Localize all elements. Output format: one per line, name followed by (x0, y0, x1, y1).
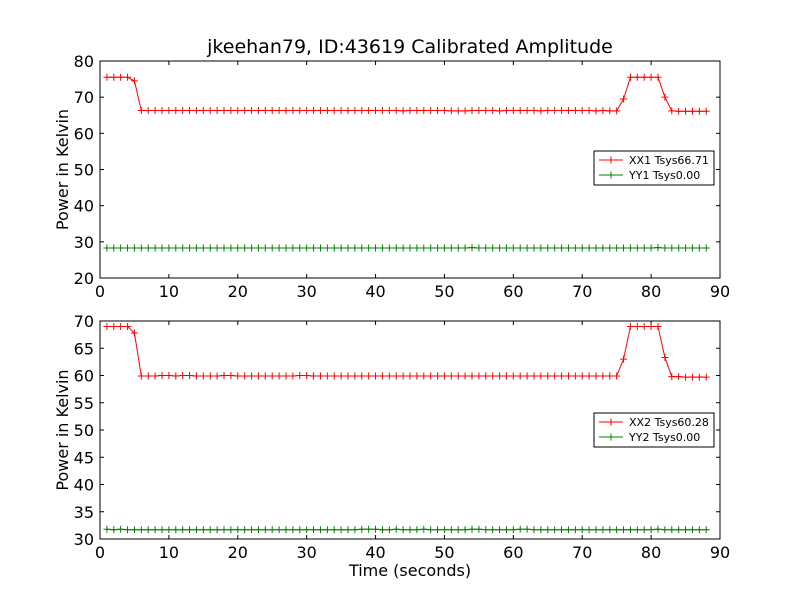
x-tick-label: 20 (228, 282, 248, 301)
x-tick-label: 10 (159, 543, 179, 562)
x-tick-label: 50 (434, 543, 454, 562)
x-tick-label: 0 (95, 282, 105, 301)
y-tick-label: 35 (74, 503, 94, 522)
y-tick-label: 65 (74, 339, 94, 358)
y-axis-label: Power in Kelvin (53, 109, 72, 230)
y-tick-label: 45 (74, 448, 94, 467)
x-tick-label: 70 (572, 282, 592, 301)
y-tick-label: 60 (74, 124, 94, 143)
legend-label: YY2 Tsys0.00 (628, 431, 700, 444)
y-tick-label: 70 (74, 312, 94, 331)
y-tick-label: 30 (74, 530, 94, 549)
y-tick-label: 55 (74, 394, 94, 413)
y-tick-label: 30 (74, 233, 94, 252)
y-tick-label: 70 (74, 88, 94, 107)
x-tick-label: 90 (710, 282, 730, 301)
legend: XX1 Tsys66.71 YY1 Tsys0.00 (594, 151, 714, 185)
y-tick-label: 40 (74, 197, 94, 216)
chart-title: jkeehan79, ID:43619 Calibrated Amplitude (206, 36, 613, 58)
y-tick-label: 20 (74, 269, 94, 288)
x-tick-label: 10 (159, 282, 179, 301)
x-tick-label: 0 (95, 543, 105, 562)
y-axis-label: Power in Kelvin (53, 369, 72, 490)
x-tick-label: 50 (434, 282, 454, 301)
y-tick-label: 50 (74, 161, 94, 180)
x-tick-label: 60 (503, 282, 523, 301)
legend-label: YY1 Tsys0.00 (628, 169, 700, 182)
y-tick-label: 50 (74, 421, 94, 440)
y-tick-label: 80 (74, 52, 94, 71)
y-tick-label: 40 (74, 476, 94, 495)
x-tick-label: 60 (503, 543, 523, 562)
x-tick-label: 40 (365, 543, 385, 562)
x-tick-label: 70 (572, 543, 592, 562)
legend-label: XX2 Tsys60.28 (629, 416, 709, 429)
legend: XX2 Tsys60.28 YY2 Tsys0.00 (594, 413, 714, 447)
x-tick-label: 20 (228, 543, 248, 562)
x-tick-label: 30 (296, 282, 316, 301)
x-tick-label: 30 (296, 543, 316, 562)
x-tick-label: 40 (365, 282, 385, 301)
x-tick-label: 80 (641, 282, 661, 301)
legend-label: XX1 Tsys66.71 (629, 154, 709, 167)
x-tick-label: 80 (641, 543, 661, 562)
y-tick-label: 60 (74, 367, 94, 386)
x-axis-label: Time (seconds) (348, 561, 471, 580)
x-tick-label: 90 (710, 543, 730, 562)
